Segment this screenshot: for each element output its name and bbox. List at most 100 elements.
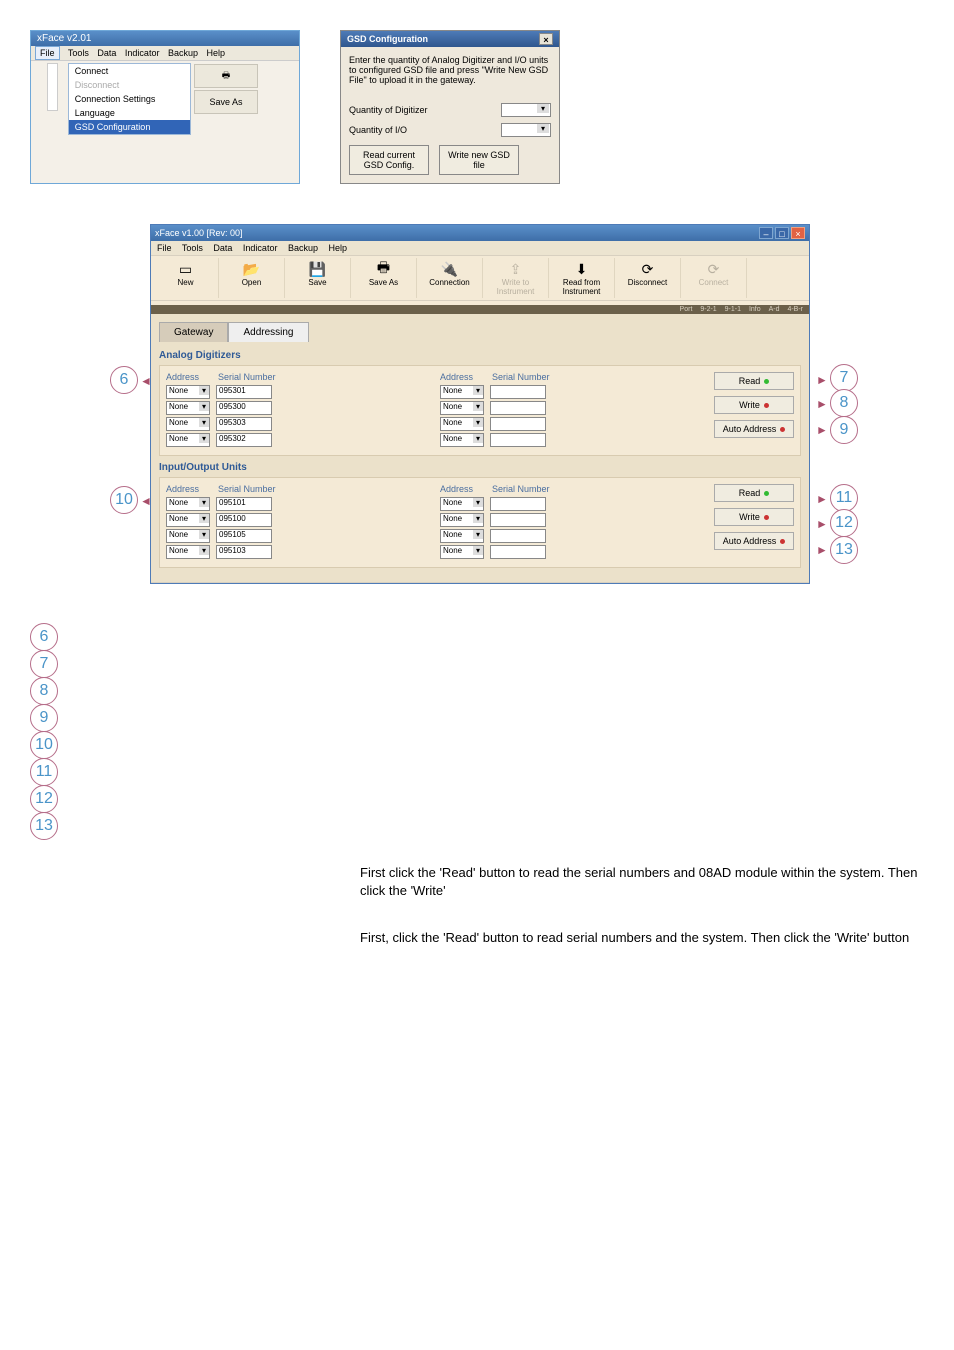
- tb-connect: ⟳Connect: [681, 258, 747, 298]
- bubble-10: 10: [110, 486, 138, 514]
- addr-combo[interactable]: None: [440, 513, 484, 527]
- close-icon[interactable]: ×: [539, 33, 553, 45]
- maximize-icon[interactable]: □: [775, 227, 789, 239]
- tb-new[interactable]: ▭New: [153, 258, 219, 298]
- addr-combo[interactable]: None: [166, 433, 210, 447]
- serial-empty[interactable]: [490, 401, 546, 415]
- m-tools[interactable]: Tools: [182, 243, 203, 253]
- serial-field[interactable]: 095301: [216, 385, 272, 399]
- serial-field[interactable]: 095302: [216, 433, 272, 447]
- tab-addressing[interactable]: Addressing: [228, 322, 308, 342]
- m-help[interactable]: Help: [329, 243, 348, 253]
- dialog-msg: Enter the quantity of Analog Digitizer a…: [349, 55, 551, 85]
- qty-io-combo[interactable]: [501, 123, 551, 137]
- addr-combo[interactable]: None: [166, 497, 210, 511]
- analog-grid: AddressSerial Number None095301 None0953…: [159, 365, 801, 456]
- qty-io-label: Quantity of I/O: [349, 125, 407, 135]
- led-red-icon: [764, 515, 769, 520]
- tb-saveas[interactable]: 🖶Save As: [351, 258, 417, 298]
- arrow-icon: ►: [816, 397, 828, 411]
- serial-field[interactable]: 095103: [216, 545, 272, 559]
- file-dropdown[interactable]: Connect Disconnect Connection Settings L…: [68, 63, 191, 135]
- m-indicator[interactable]: Indicator: [243, 243, 278, 253]
- led-red-icon: [764, 403, 769, 408]
- io-grid: AddressSerial Number None095101 None0951…: [159, 477, 801, 568]
- serial-empty[interactable]: [490, 497, 546, 511]
- addr-combo[interactable]: None: [440, 401, 484, 415]
- qty-dig-combo[interactable]: [501, 103, 551, 117]
- comm-status: Port 9-2-1 9-1-1 Info A-d 4-B-r: [151, 305, 809, 314]
- autoaddr-button[interactable]: Auto Address: [714, 420, 794, 438]
- saveas-button[interactable]: Save As: [194, 90, 258, 114]
- read-button[interactable]: Read: [714, 372, 794, 390]
- serial-field[interactable]: 095303: [216, 417, 272, 431]
- serial-empty[interactable]: [490, 529, 546, 543]
- serial-field[interactable]: 095300: [216, 401, 272, 415]
- tb-read[interactable]: ⬇Read from Instrument: [549, 258, 615, 298]
- m-backup[interactable]: Backup: [288, 243, 318, 253]
- serial-field[interactable]: 095100: [216, 513, 272, 527]
- menu-indicator[interactable]: Indicator: [125, 48, 160, 58]
- menu-help[interactable]: Help: [207, 48, 226, 58]
- menu-backup[interactable]: Backup: [168, 48, 198, 58]
- addr-combo[interactable]: None: [166, 529, 210, 543]
- menu-data[interactable]: Data: [97, 48, 116, 58]
- serial-empty[interactable]: [490, 545, 546, 559]
- tab-gateway[interactable]: Gateway: [159, 322, 228, 342]
- addr-combo[interactable]: None: [440, 385, 484, 399]
- serial-field[interactable]: 095101: [216, 497, 272, 511]
- menu-tools[interactable]: Tools: [68, 48, 89, 58]
- addr-combo[interactable]: None: [440, 529, 484, 543]
- bubble-10: 10: [30, 731, 58, 759]
- menubar: File Tools Data Indicator Backup Help: [31, 46, 299, 61]
- bubble-13: 13: [830, 536, 858, 564]
- tb-open[interactable]: 📂Open: [219, 258, 285, 298]
- addr-combo[interactable]: None: [166, 401, 210, 415]
- dd-conset[interactable]: Connection Settings: [69, 92, 190, 106]
- addr-combo[interactable]: None: [440, 433, 484, 447]
- m-file[interactable]: File: [157, 243, 172, 253]
- tb-disc[interactable]: ⟳Disconnect: [615, 258, 681, 298]
- serial-empty[interactable]: [490, 385, 546, 399]
- serial-empty[interactable]: [490, 417, 546, 431]
- autoaddr-button[interactable]: Auto Address: [714, 532, 794, 550]
- serial-field[interactable]: 095105: [216, 529, 272, 543]
- dd-gsd[interactable]: GSD Configuration: [69, 120, 190, 134]
- tb-write: ⇪Write to Instrument: [483, 258, 549, 298]
- gsd-config-dialog: GSD Configuration × Enter the quantity o…: [340, 30, 560, 184]
- bubble-legend-list: 6 7 8 9 10 11 12 13: [30, 623, 924, 840]
- bubble-8: 8: [30, 677, 58, 705]
- print-button[interactable]: 🖶: [194, 64, 258, 88]
- tb-connection[interactable]: 🔌Connection: [417, 258, 483, 298]
- read-button[interactable]: Read: [714, 484, 794, 502]
- addr-combo[interactable]: None: [166, 545, 210, 559]
- led-green-icon: [764, 379, 769, 384]
- write-button[interactable]: Write: [714, 508, 794, 526]
- bubble-11: 11: [830, 484, 858, 512]
- serial-empty[interactable]: [490, 513, 546, 527]
- addr-combo[interactable]: None: [440, 497, 484, 511]
- tb-save[interactable]: 💾Save: [285, 258, 351, 298]
- menu-file[interactable]: File: [35, 46, 60, 60]
- write-button[interactable]: Write: [714, 396, 794, 414]
- dd-connect[interactable]: Connect: [69, 64, 190, 78]
- bubble-9: 9: [830, 416, 858, 444]
- read-gsd-button[interactable]: Read current GSD Config.: [349, 145, 429, 175]
- bubble-11: 11: [30, 758, 58, 786]
- close-icon[interactable]: ×: [791, 227, 805, 239]
- arrow-icon: ►: [816, 423, 828, 437]
- m-data[interactable]: Data: [213, 243, 232, 253]
- addr-combo[interactable]: None: [440, 417, 484, 431]
- addr-combo[interactable]: None: [166, 385, 210, 399]
- addr-combo[interactable]: None: [166, 513, 210, 527]
- arrow-icon: ►: [816, 517, 828, 531]
- minimize-icon[interactable]: –: [759, 227, 773, 239]
- serial-empty[interactable]: [490, 433, 546, 447]
- write-gsd-button[interactable]: Write new GSD file: [439, 145, 519, 175]
- para-2: First, click the 'Read' button to read s…: [360, 929, 924, 947]
- dd-disconnect: Disconnect: [69, 78, 190, 92]
- addr-combo[interactable]: None: [166, 417, 210, 431]
- addr-combo[interactable]: None: [440, 545, 484, 559]
- dd-lang[interactable]: Language: [69, 106, 190, 120]
- bubble-6: 6: [110, 366, 138, 394]
